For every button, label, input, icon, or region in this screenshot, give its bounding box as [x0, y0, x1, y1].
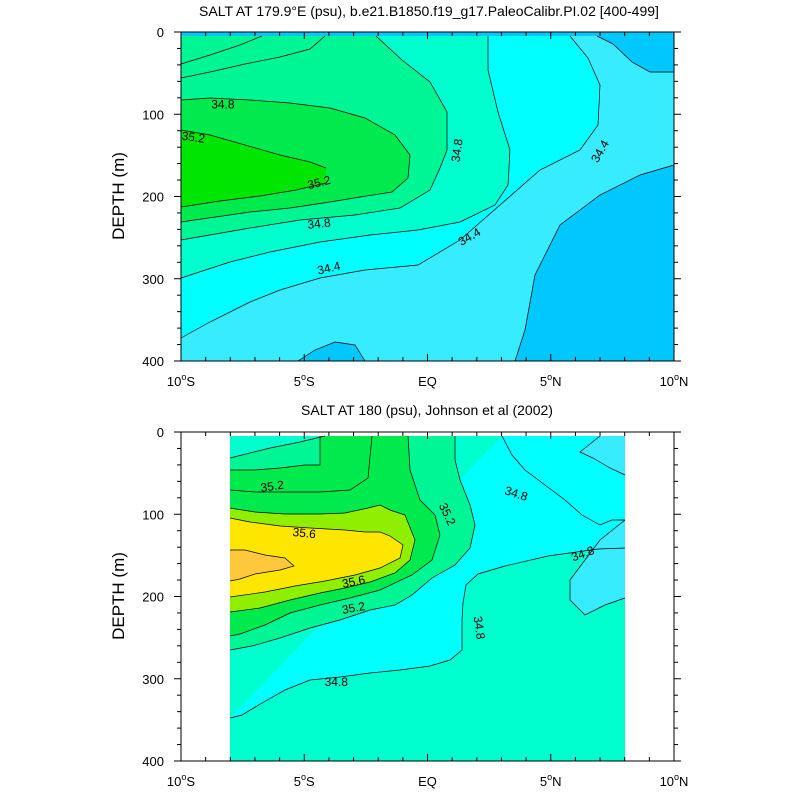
top-axis-ticks: 10oS 5oS EQ 5oN 10oN 0 100 200 300 400 [142, 25, 688, 389]
top-x-tick-label: 10oS [167, 372, 195, 389]
top-chart-title: SALT AT 179.9°E (psu), b.e21.B1850.f19_g… [199, 3, 659, 19]
bottom-contour-label: 34.8 [325, 675, 349, 689]
bottom-contour-lines [229, 435, 626, 719]
bottom-contour-label: 35.6 [292, 525, 317, 541]
top-y-tick-label: 400 [142, 354, 164, 369]
top-x-tick-label: EQ [418, 374, 437, 389]
bottom-band-lt34.6 [580, 436, 625, 475]
top-x-tick-label: 10oN [660, 372, 689, 389]
top-contour-label: 35.2 [181, 129, 206, 146]
top-x-tick-label: 5oS [294, 372, 315, 389]
top-contour-label: 35.2 [306, 173, 332, 192]
top-y-tick-label: 100 [142, 107, 164, 122]
top-band-gt35.2 [181, 130, 326, 207]
bottom-contour-label: 35.2 [341, 599, 367, 617]
top-contour-lines [180, 35, 675, 362]
top-contour-label: 34.8 [449, 138, 466, 163]
bottom-y-tick-label: 300 [142, 672, 164, 687]
bottom-contour-label: 35.6 [341, 572, 367, 591]
top-y-tick-label: 200 [142, 190, 164, 205]
top-y-tick-label: 300 [142, 272, 164, 287]
bottom-y-axis-label: DEPTH (m) [109, 552, 128, 640]
bottom-x-tick-label: 5oN [540, 772, 562, 789]
bottom-x-tick-label: 10oN [660, 772, 689, 789]
bottom-y-tick-label: 0 [157, 425, 164, 440]
bottom-x-tick-label: EQ [418, 774, 437, 789]
bottom-x-tick-label: 5oS [294, 772, 315, 789]
bottom-x-tick-label: 10oS [167, 772, 195, 789]
top-y-tick-label: 0 [157, 25, 164, 40]
bottom-contour-label: 34.8 [503, 483, 530, 504]
bottom-band-gt35.8 [230, 550, 294, 581]
bottom-chart-title: SALT AT 180 (psu), Johnson et al (2002) [301, 402, 553, 418]
top-contour-fill [181, 32, 674, 361]
top-contour-label: 34.4 [316, 259, 342, 278]
top-y-axis-label: DEPTH (m) [109, 152, 128, 240]
top-panel: SALT AT 179.9°E (psu), b.e21.B1850.f19_g… [109, 3, 688, 389]
bottom-contour-label: 34.8 [471, 615, 488, 640]
bottom-y-tick-label: 400 [142, 754, 164, 769]
top-contour-label: 34.8 [211, 97, 235, 111]
bottom-contour-label: 35.2 [260, 478, 285, 495]
bottom-contour-fill [230, 436, 625, 761]
bottom-band-35.6-35.8 [230, 518, 403, 597]
bottom-panel: SALT AT 180 (psu), Johnson et al (2002) … [109, 402, 688, 789]
bottom-axis-ticks: 10oS 5oS EQ 5oN 10oN 0 100 200 300 400 [142, 425, 688, 789]
top-contour-label: 34.8 [307, 215, 332, 231]
bottom-y-tick-label: 200 [142, 590, 164, 605]
top-x-tick-label: 5oN [540, 372, 562, 389]
bottom-band-lt34.6-b [570, 520, 625, 615]
bottom-y-tick-label: 100 [142, 507, 164, 522]
